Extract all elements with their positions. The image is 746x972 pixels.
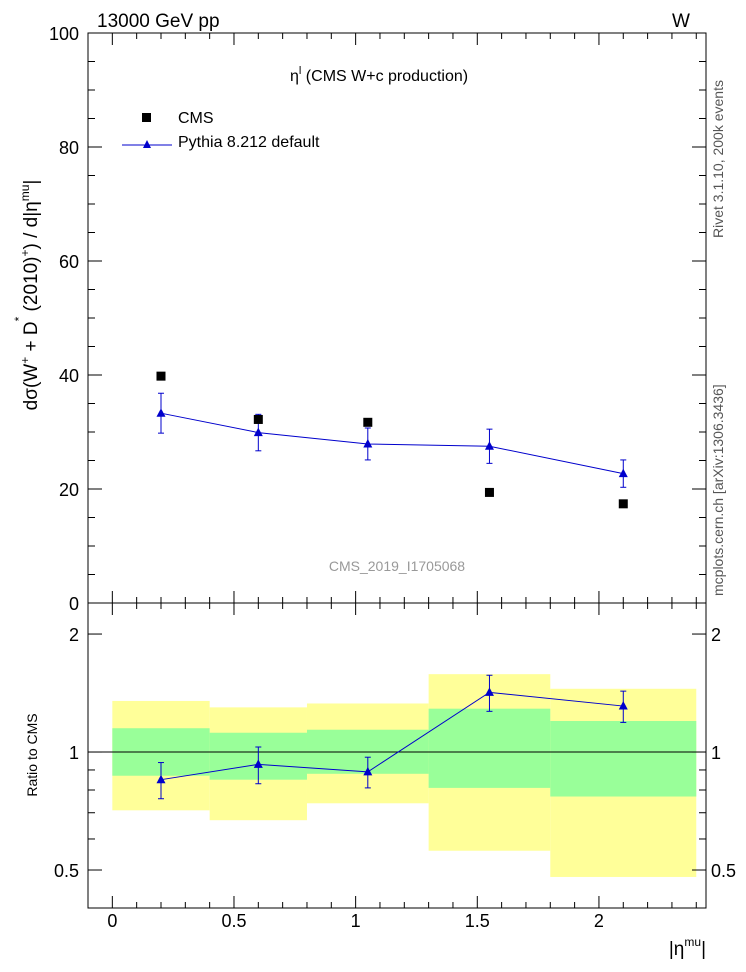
pythia-point <box>363 438 373 448</box>
mcplots-label: mcplots.cern.ch [arXiv:1306.3436] <box>710 384 726 596</box>
y-tick-label: 100 <box>49 24 79 44</box>
x-tick-label: 1 <box>351 911 361 931</box>
cms-point <box>156 371 166 381</box>
legend-cms-marker <box>142 113 151 122</box>
ratio-y-axis-label: Ratio to CMS <box>24 713 40 796</box>
pythia-point <box>156 408 166 417</box>
header-right: W <box>672 11 690 32</box>
x-axis-label: |ηmu| <box>669 935 706 960</box>
ratio-point <box>253 759 263 768</box>
ratio-y-tick-label: 0.5 <box>54 861 79 881</box>
y-tick-label: 0 <box>69 594 79 614</box>
ratio-point <box>484 687 494 696</box>
pythia-point <box>484 441 494 450</box>
x-tick-label: 0 <box>107 911 117 931</box>
plot-title-sup: l <box>299 65 301 77</box>
header-left: 13000 GeV pp <box>97 11 220 32</box>
ratio-point <box>618 701 628 710</box>
plot-title-main: η <box>290 68 299 85</box>
y-tick-label: 80 <box>59 138 79 158</box>
cms-point <box>253 414 263 424</box>
ratio-band-inner <box>428 708 551 788</box>
x-tick-label: 0.5 <box>221 911 246 931</box>
rivet-label: Rivet 3.1.10, 200k events <box>710 80 726 238</box>
legend-pythia-label: Pythia 8.212 default <box>178 134 320 151</box>
ratio-y-tick-label-right: 1 <box>711 743 721 763</box>
ratio-plot-frame <box>87 602 707 909</box>
legend-pythia-marker <box>143 140 151 148</box>
ratio-point <box>363 766 373 776</box>
cms-point <box>484 487 494 497</box>
y-axis-label: dσ(W+ + D* (2010)+) / d|ηmu| <box>12 180 42 411</box>
x-tick-label: 2 <box>594 911 604 931</box>
pythia-series-line <box>160 412 624 475</box>
y-tick-label: 20 <box>59 480 79 500</box>
cms-point <box>363 417 373 427</box>
ratio-y-tick-label: 2 <box>69 625 79 645</box>
ratio-band-inner <box>550 720 697 797</box>
plot-title-rest: (CMS W+c production) <box>301 68 468 85</box>
ratio-y-tick-label-right: 2 <box>711 625 721 645</box>
watermark: CMS_2019_I1705068 <box>329 558 465 574</box>
ratio-point <box>156 774 166 784</box>
ratio-y-tick-label-right: 0.5 <box>711 861 736 881</box>
plot-title: ηl (CMS W+c production) <box>290 65 468 85</box>
y-tick-label: 60 <box>59 252 79 272</box>
pythia-point <box>618 468 628 478</box>
ratio-y-tick-label: 1 <box>69 743 79 763</box>
legend: CMS Pythia 8.212 default <box>122 110 320 151</box>
x-tick-label: 1.5 <box>465 911 490 931</box>
legend-cms-label: CMS <box>178 110 214 127</box>
y-tick-label: 40 <box>59 366 79 386</box>
pythia-point <box>253 427 263 437</box>
cms-point <box>618 499 628 509</box>
